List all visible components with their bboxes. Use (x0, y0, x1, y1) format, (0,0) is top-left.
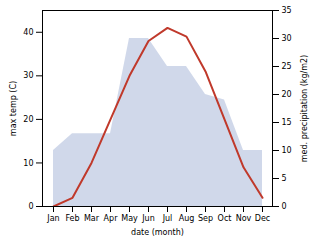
svg-text:Jun: Jun (141, 214, 155, 223)
svg-text:10: 10 (23, 159, 33, 168)
svg-text:40: 40 (23, 28, 33, 37)
svg-text:Dec: Dec (255, 214, 270, 223)
svg-text:Sep: Sep (198, 214, 213, 223)
svg-text:0: 0 (282, 202, 287, 211)
svg-text:Jul: Jul (162, 214, 173, 223)
svg-text:30: 30 (282, 34, 292, 43)
svg-text:Apr: Apr (104, 214, 119, 223)
svg-text:25: 25 (282, 62, 292, 71)
svg-text:May: May (121, 214, 138, 223)
svg-text:Mar: Mar (84, 214, 100, 223)
svg-text:35: 35 (282, 6, 292, 15)
svg-text:date (month): date (month) (131, 228, 184, 237)
svg-text:30: 30 (23, 71, 33, 80)
svg-text:15: 15 (282, 118, 292, 127)
svg-text:Aug: Aug (179, 214, 195, 223)
svg-text:Oct: Oct (218, 214, 232, 223)
svg-text:10: 10 (282, 146, 292, 155)
svg-text:Feb: Feb (65, 214, 79, 223)
svg-text:5: 5 (282, 174, 287, 183)
svg-text:Jan: Jan (46, 214, 59, 223)
svg-text:max temp (C): max temp (C) (9, 81, 18, 136)
svg-text:med. precipitation (kg/m2): med. precipitation (kg/m2) (300, 55, 309, 162)
svg-text:0: 0 (28, 202, 33, 211)
svg-text:Nov: Nov (236, 214, 252, 223)
svg-text:20: 20 (282, 90, 292, 99)
svg-text:20: 20 (23, 115, 33, 124)
